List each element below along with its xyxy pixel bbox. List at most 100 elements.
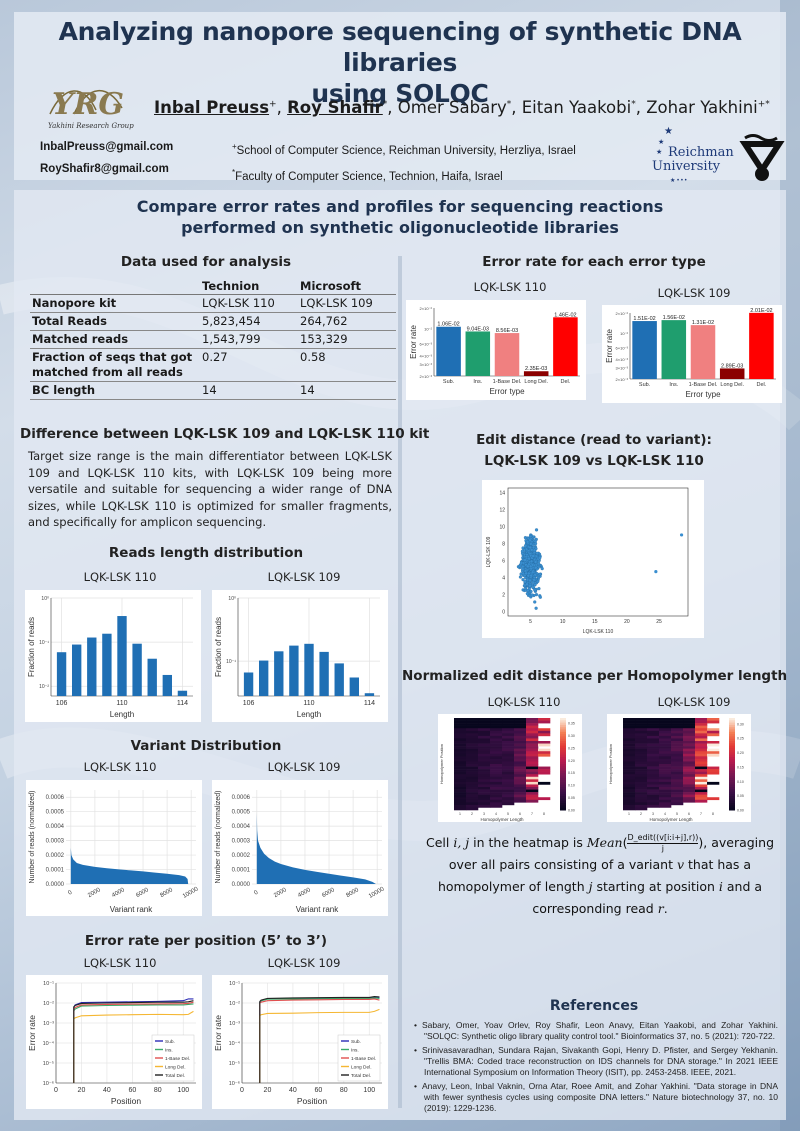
svg-text:Reichman: Reichman [668, 145, 734, 160]
heatmap-cell [538, 771, 551, 775]
heatmap-cell [647, 802, 660, 806]
heatmap-cell [514, 799, 527, 803]
email-link[interactable]: RoyShafir8@gmail.com [40, 163, 169, 175]
colorbar-tick-label: 0.25 [568, 746, 575, 750]
heatmap-cell [538, 748, 551, 752]
scatter-point [525, 540, 530, 544]
heatmap-cell [683, 799, 696, 803]
affiliation: *Faculty of Computer Science, Technion, … [232, 167, 503, 183]
heatmap-cell [647, 769, 660, 772]
heatmap-cell [526, 779, 539, 783]
heatmap-cell [454, 741, 467, 744]
colorbar-segment [729, 784, 735, 788]
heatmap-cell [478, 756, 491, 760]
bar [364, 693, 375, 696]
x-tick-label: 0 [240, 1087, 244, 1094]
heatmap-cell [514, 758, 527, 762]
heatmap-cell [466, 748, 479, 752]
x-tick-label: 4000 [111, 887, 126, 899]
heatmap-cell [490, 781, 503, 785]
heatmap-cell [683, 718, 696, 721]
heatmap-cell [526, 746, 539, 749]
colorbar-segment [729, 798, 735, 802]
data-table: Technion Microsoft Nanopore kit LQK-LSK 11… [30, 278, 396, 400]
heatmap-cell [502, 743, 515, 747]
title-line-2: using SOLQC [311, 79, 489, 108]
heatmap-cell [526, 730, 539, 734]
heatmap-cell [466, 751, 479, 755]
heatmap-cell [635, 756, 648, 760]
heatmap-cell [454, 807, 467, 811]
y-tick-label: 10⁻² [620, 331, 629, 336]
kit-label: LQK-LSK 109 [267, 760, 341, 774]
scatter-point [531, 554, 535, 558]
heatmap-cell [695, 784, 708, 788]
colorbar-segment [729, 727, 735, 730]
email-link[interactable]: InbalPreuss@gmail.com [40, 141, 174, 153]
colorbar-segment [729, 729, 735, 733]
heatmap-cell [659, 774, 672, 778]
scatter-point [523, 558, 527, 562]
heatmap-cell [623, 756, 636, 760]
x-tick-label: 4 [495, 812, 497, 816]
heatmap-cell [478, 792, 491, 795]
homopolymer-title: Normalized edit distance per Homopolymer… [402, 668, 788, 684]
colorbar-tick-label: 0.15 [737, 765, 744, 769]
colorbar-segment [729, 754, 735, 758]
x-axis-label: Error type [489, 387, 525, 396]
colorbar-tick-label: 0.35 [568, 721, 575, 725]
heatmap-cell [707, 730, 720, 734]
scatter-point [521, 571, 525, 576]
colorbar-segment [729, 731, 735, 735]
heatmap-cell [647, 758, 660, 762]
heatmap-cell [526, 748, 539, 752]
heatmap-cell [647, 756, 660, 760]
heatmap-cell [490, 774, 503, 778]
x-tick-label: 4000 [297, 887, 312, 899]
heatmap-cell [514, 718, 527, 721]
reference-item: Sabary, Omer, Yoav Orlev, Roy Shafir, Le… [422, 1020, 778, 1042]
scatter-point [533, 600, 537, 604]
heatmap-cell [707, 751, 720, 755]
references-list: Sabary, Omer, Yoav Orlev, Roy Shafir, Le… [412, 1020, 778, 1117]
bar [465, 331, 491, 376]
heatmap-cell [538, 753, 551, 757]
scatter-point [519, 561, 524, 565]
scatter-point [523, 544, 528, 548]
heatmap-cell [526, 733, 539, 737]
y-tick-label: 2 [502, 593, 505, 599]
heatmap-cell [490, 761, 503, 765]
heatmap-cell [466, 738, 479, 742]
heatmap-cell [647, 748, 660, 752]
y-tick-label: 10⁻⁶ [229, 1080, 240, 1087]
heatmap-cell [514, 743, 527, 747]
y-tick-label: 0.0002 [46, 853, 65, 859]
heatmap-cell [526, 738, 539, 742]
heatmap-cell [635, 743, 648, 747]
legend-label: Long Del. [351, 1065, 372, 1071]
heatmap-cell [466, 730, 479, 734]
heatmap-cell [623, 728, 636, 732]
heatmap-cell [671, 779, 684, 783]
scatter-point [532, 578, 536, 582]
heatmap-cell [659, 738, 672, 742]
heatmap-cell [478, 741, 491, 744]
heatmap-cell [671, 738, 684, 742]
heatmap-cell [466, 776, 479, 780]
heatmap-cell [466, 779, 479, 783]
x-tick-label: 6 [519, 812, 521, 816]
y-tick-label: 2×10⁻³ [616, 377, 629, 382]
bar-value-label: 1.31E-02 [692, 320, 714, 326]
heatmap-cell [490, 799, 503, 803]
heatmap-cell [538, 769, 551, 772]
colorbar-segment [560, 724, 566, 728]
heatmap-cell [454, 728, 467, 732]
bar [690, 325, 716, 379]
row-label: Nanopore kit [30, 294, 200, 313]
colorbar-segment [560, 761, 566, 765]
heatmap-cell [526, 728, 539, 732]
colorbar-segment [729, 759, 735, 763]
scatter-point [540, 567, 544, 571]
colorbar-tick-label: 0.30 [737, 722, 744, 726]
heatmap-cell [695, 753, 708, 757]
